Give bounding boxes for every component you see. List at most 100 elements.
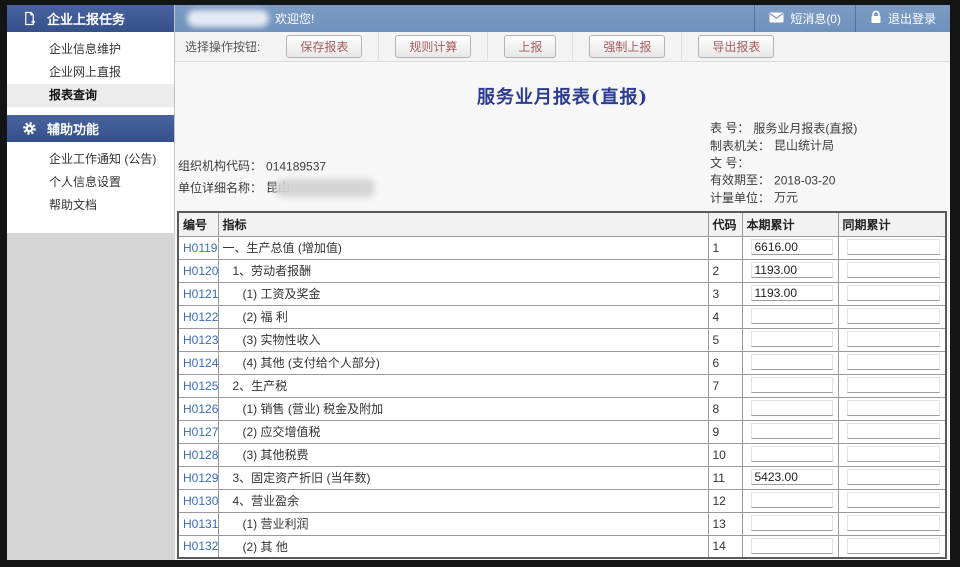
row-id-link[interactable]: H0123: [177, 327, 219, 352]
sidebar-item[interactable]: 企业信息维护: [49, 42, 122, 56]
toolbar-button[interactable]: 规则计算: [395, 35, 472, 58]
same-period-input[interactable]: [846, 492, 940, 508]
column-header: 指标: [217, 211, 709, 237]
same-period-input[interactable]: [846, 354, 940, 370]
current-period-input[interactable]: [750, 446, 833, 462]
info-line: 文 号：: [710, 155, 750, 170]
same-period-input[interactable]: [846, 400, 940, 416]
same-period-input[interactable]: [846, 262, 940, 278]
main-area: 欢迎您! 短消息(0): [175, 5, 950, 560]
toolbar-button[interactable]: 上报: [504, 35, 557, 58]
current-period-input[interactable]: [750, 331, 833, 347]
toolbar-button[interactable]: 强制上报: [589, 35, 666, 58]
current-period-input[interactable]: [750, 469, 833, 485]
current-period-input[interactable]: [750, 515, 833, 531]
row-id-link[interactable]: H0124: [177, 350, 219, 375]
current-period-cell: [741, 373, 839, 398]
toolbar-divider: [681, 31, 683, 62]
code-cell: 4: [707, 304, 743, 329]
same-period-cell: [837, 350, 947, 375]
info-line: 组织机构代码： 014189537: [178, 159, 327, 174]
same-period-input[interactable]: [846, 331, 940, 347]
same-period-cell: [837, 511, 947, 536]
same-period-cell: [837, 373, 947, 398]
current-period-input[interactable]: [750, 262, 833, 278]
current-period-cell: [741, 235, 839, 260]
gear-icon: [21, 121, 37, 137]
row-id-link[interactable]: H0126: [177, 396, 219, 421]
same-period-cell: [837, 396, 947, 421]
toolbar-divider: [487, 31, 489, 62]
table-row: H0128 (3) 其他税费 10: [177, 442, 947, 467]
same-period-input[interactable]: [846, 446, 940, 462]
current-period-input[interactable]: [750, 492, 833, 508]
same-period-input[interactable]: [846, 537, 940, 554]
sidebar-section-title: 企业上报任务: [47, 12, 126, 27]
row-id-link[interactable]: H0129: [177, 465, 219, 490]
same-period-cell: [837, 534, 947, 559]
logout-button[interactable]: 退出登录: [854, 5, 950, 32]
row-id-link[interactable]: H0131: [177, 511, 219, 536]
row-id-link[interactable]: H0127: [177, 419, 219, 444]
report-info-right: 表 号： 服务业月报表(直报) 制表机关： 昆山统计局文 号： 有效期至： 2018-03…: [710, 120, 857, 207]
info-line: 制表机关： 昆山统计局: [710, 138, 835, 153]
current-period-input[interactable]: [750, 377, 833, 393]
row-id-link[interactable]: H0130: [177, 488, 219, 513]
same-period-cell: [837, 281, 947, 306]
same-period-input[interactable]: [846, 469, 940, 485]
toolbar-button[interactable]: 导出报表: [698, 35, 775, 58]
row-id-link[interactable]: H0120: [177, 258, 219, 283]
info-line: 计量单位： 万元: [710, 190, 799, 205]
current-period-input[interactable]: [750, 400, 833, 416]
current-period-input[interactable]: [750, 354, 833, 370]
current-period-input[interactable]: [750, 308, 833, 324]
report-content: 服务业月报表(直报) 组织机构代码：014189537 单位详细名称：昆山 表 号…: [175, 62, 950, 560]
indicator-cell: (3) 其他税费: [217, 442, 709, 467]
current-period-cell: [741, 419, 839, 444]
indicator-cell: 一、生产总值 (增加值): [217, 235, 709, 260]
same-period-input[interactable]: [846, 239, 940, 255]
toolbar: 选择操作按钮: 保存报表 规则计算 上报 强制上报 导出报表: [175, 31, 950, 62]
column-header: 同期累计: [837, 211, 947, 237]
indicator-cell: 3、固定资产折旧 (当年数): [217, 465, 709, 490]
row-id-link[interactable]: H0122: [177, 304, 219, 329]
table-row: H0120 1、劳动者报酬 2: [177, 258, 947, 283]
toolbar-divider: [378, 31, 380, 62]
same-period-input[interactable]: [846, 308, 940, 324]
current-period-input[interactable]: [750, 423, 833, 439]
row-id-link[interactable]: H0121: [177, 281, 219, 306]
same-period-input[interactable]: [846, 285, 940, 301]
toolbar-button[interactable]: 保存报表: [286, 35, 363, 58]
current-period-cell: [741, 350, 839, 375]
sidebar-item[interactable]: 个人信息设置: [49, 175, 122, 189]
same-period-input[interactable]: [846, 515, 940, 531]
sidebar-section-aux[interactable]: 辅助功能: [7, 115, 174, 142]
indicator-cell: (2) 应交增值税: [217, 419, 709, 444]
current-period-input[interactable]: [750, 537, 833, 554]
row-id-link[interactable]: H0125: [177, 373, 219, 398]
table-header-row: 编号 指标 代码 本期累计 同期累计: [177, 211, 947, 237]
same-period-cell: [837, 488, 947, 513]
row-id-link[interactable]: H0132: [177, 534, 219, 559]
messages-button[interactable]: 短消息(0): [754, 5, 855, 32]
sidebar-section-title: 辅助功能: [47, 122, 100, 137]
row-id-link[interactable]: H0128: [177, 442, 219, 467]
sidebar-item[interactable]: 帮助文档: [49, 198, 98, 212]
indicator-cell: (2) 其 他: [217, 534, 709, 559]
sidebar-section-tasks[interactable]: 企业上报任务: [7, 5, 174, 32]
same-period-input[interactable]: [846, 377, 940, 393]
sidebar-item[interactable]: 报表查询: [7, 84, 174, 107]
current-period-input[interactable]: [750, 239, 833, 255]
lock-icon: [870, 10, 882, 27]
row-id-link[interactable]: H0119: [177, 235, 219, 260]
sidebar-item[interactable]: 企业网上直报: [49, 65, 122, 79]
table-row: H0130 4、营业盈余 12: [177, 488, 947, 513]
page-title: 服务业月报表(直报): [476, 87, 649, 108]
current-period-input[interactable]: [750, 285, 833, 301]
sidebar: 企业上报任务 企业信息维护 企业网上直报报表查询 辅助功能 企业工作通知 (公告)…: [7, 5, 175, 560]
same-period-input[interactable]: [846, 423, 940, 439]
column-header: 代码: [707, 211, 743, 237]
sidebar-item[interactable]: 企业工作通知 (公告): [49, 152, 157, 166]
code-cell: 2: [707, 258, 743, 283]
